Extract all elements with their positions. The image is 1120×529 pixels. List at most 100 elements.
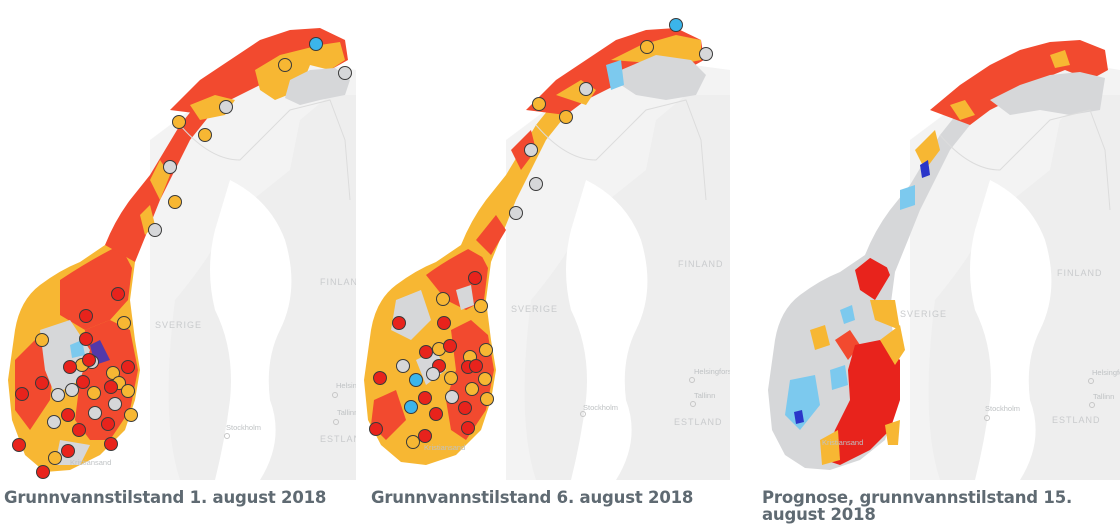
station-marker-very-low[interactable] bbox=[121, 360, 135, 374]
label-stockholm: Stockholm bbox=[226, 423, 261, 432]
station-marker-below[interactable] bbox=[48, 451, 62, 465]
label-estonia: ESTLAND bbox=[320, 434, 356, 444]
station-marker-below[interactable] bbox=[121, 384, 135, 398]
station-marker-below[interactable] bbox=[640, 40, 654, 54]
station-marker-very-low[interactable] bbox=[418, 429, 432, 443]
label-stockholm: Stockholm bbox=[985, 404, 1020, 413]
station-marker-normal[interactable] bbox=[88, 406, 102, 420]
station-marker-normal[interactable] bbox=[163, 160, 177, 174]
label-finland: FINLAND bbox=[320, 277, 356, 287]
groundwater-map-aug-6: SVERIGE FINLAND ESTLAND Stockholm Helsin… bbox=[364, 18, 730, 480]
station-marker-normal[interactable] bbox=[509, 206, 523, 220]
station-marker-very-low[interactable] bbox=[63, 360, 77, 374]
label-kristiansand: Kristiansand bbox=[424, 443, 465, 452]
station-marker-very-low[interactable] bbox=[369, 422, 383, 436]
map-panel-aug-15-forecast: SVERIGE FINLAND ESTLAND Stockholm Helsin… bbox=[760, 0, 1120, 480]
station-marker-very-low[interactable] bbox=[61, 444, 75, 458]
label-sweden: SVERIGE bbox=[511, 304, 558, 314]
station-marker-very-low[interactable] bbox=[36, 465, 50, 479]
station-marker-below[interactable] bbox=[406, 435, 420, 449]
station-marker-very-low[interactable] bbox=[15, 387, 29, 401]
caption-aug-6: Grunnvannstilstand 6. august 2018 bbox=[371, 488, 694, 507]
station-marker-below[interactable] bbox=[168, 195, 182, 209]
station-marker-high[interactable] bbox=[309, 37, 323, 51]
station-marker-below[interactable] bbox=[474, 299, 488, 313]
station-marker-below[interactable] bbox=[532, 97, 546, 111]
station-marker-below[interactable] bbox=[479, 343, 493, 357]
groundwater-forecast-map-aug-15: SVERIGE FINLAND ESTLAND Stockholm Helsin… bbox=[768, 40, 1120, 480]
groundwater-map-aug-1: SVERIGE FINLAND ESTLAND Stockholm Helsin… bbox=[8, 28, 356, 480]
station-marker-below[interactable] bbox=[465, 382, 479, 396]
station-marker-normal[interactable] bbox=[108, 397, 122, 411]
label-estonia: ESTLAND bbox=[1052, 415, 1101, 425]
station-marker-very-low[interactable] bbox=[419, 345, 433, 359]
station-marker-high[interactable] bbox=[669, 18, 683, 32]
station-marker-below[interactable] bbox=[478, 372, 492, 386]
station-marker-normal[interactable] bbox=[426, 367, 440, 381]
station-marker-very-low[interactable] bbox=[79, 332, 93, 346]
station-marker-below[interactable] bbox=[124, 408, 138, 422]
station-marker-below[interactable] bbox=[198, 128, 212, 142]
label-tallinn: Tallinn bbox=[1093, 392, 1114, 401]
station-marker-normal[interactable] bbox=[396, 359, 410, 373]
station-marker-very-low[interactable] bbox=[458, 401, 472, 415]
label-helsinki: Helsingfors bbox=[336, 381, 356, 390]
label-finland: FINLAND bbox=[1057, 268, 1103, 278]
station-marker-normal[interactable] bbox=[148, 223, 162, 237]
station-marker-very-low[interactable] bbox=[469, 359, 483, 373]
label-kristiansand: Kristiansand bbox=[822, 438, 863, 447]
station-marker-normal[interactable] bbox=[65, 383, 79, 397]
station-marker-below[interactable] bbox=[559, 110, 573, 124]
station-marker-very-low[interactable] bbox=[468, 271, 482, 285]
station-marker-very-low[interactable] bbox=[418, 391, 432, 405]
label-helsinki: Helsingfors bbox=[1092, 368, 1120, 377]
station-marker-below[interactable] bbox=[278, 58, 292, 72]
label-estonia: ESTLAND bbox=[674, 417, 723, 427]
station-marker-normal[interactable] bbox=[579, 82, 593, 96]
station-marker-normal[interactable] bbox=[524, 143, 538, 157]
station-marker-very-low[interactable] bbox=[461, 421, 475, 435]
station-marker-normal[interactable] bbox=[699, 47, 713, 61]
station-marker-very-low[interactable] bbox=[104, 380, 118, 394]
label-sweden: SVERIGE bbox=[900, 309, 947, 319]
station-marker-very-low[interactable] bbox=[61, 408, 75, 422]
station-marker-very-low[interactable] bbox=[392, 316, 406, 330]
station-marker-normal[interactable] bbox=[219, 100, 233, 114]
station-marker-high[interactable] bbox=[404, 400, 418, 414]
station-marker-very-low[interactable] bbox=[12, 438, 26, 452]
station-marker-below[interactable] bbox=[35, 333, 49, 347]
label-tallinn: Tallinn bbox=[337, 408, 356, 417]
station-marker-below[interactable] bbox=[480, 392, 494, 406]
station-markers bbox=[12, 37, 352, 479]
station-marker-below[interactable] bbox=[444, 371, 458, 385]
station-marker-very-low[interactable] bbox=[82, 353, 96, 367]
station-marker-very-low[interactable] bbox=[72, 423, 86, 437]
station-marker-very-low[interactable] bbox=[104, 437, 118, 451]
station-marker-below[interactable] bbox=[436, 292, 450, 306]
station-marker-very-low[interactable] bbox=[101, 417, 115, 431]
station-marker-very-low[interactable] bbox=[111, 287, 125, 301]
label-finland: FINLAND bbox=[678, 259, 724, 269]
station-marker-very-low[interactable] bbox=[76, 375, 90, 389]
station-marker-below[interactable] bbox=[172, 115, 186, 129]
station-marker-very-low[interactable] bbox=[429, 407, 443, 421]
station-marker-very-low[interactable] bbox=[443, 339, 457, 353]
station-marker-very-low[interactable] bbox=[373, 371, 387, 385]
station-marker-below[interactable] bbox=[87, 386, 101, 400]
station-marker-normal[interactable] bbox=[445, 390, 459, 404]
station-markers bbox=[369, 18, 713, 449]
station-marker-very-low[interactable] bbox=[79, 309, 93, 323]
label-helsinki: Helsingfors bbox=[694, 367, 730, 376]
station-marker-normal[interactable] bbox=[338, 66, 352, 80]
station-marker-normal[interactable] bbox=[51, 388, 65, 402]
caption-aug-15-forecast: Prognose, grunnvannstilstand 15. august … bbox=[762, 488, 1073, 524]
caption-aug-1: Grunnvannstilstand 1. august 2018 bbox=[4, 488, 327, 507]
station-marker-normal[interactable] bbox=[529, 177, 543, 191]
station-marker-very-low[interactable] bbox=[437, 316, 451, 330]
station-marker-very-low[interactable] bbox=[35, 376, 49, 390]
station-marker-below[interactable] bbox=[117, 316, 131, 330]
label-tallinn: Tallinn bbox=[694, 391, 715, 400]
map-panel-aug-6: SVERIGE FINLAND ESTLAND Stockholm Helsin… bbox=[356, 0, 730, 480]
station-marker-high[interactable] bbox=[409, 373, 423, 387]
station-marker-normal[interactable] bbox=[47, 415, 61, 429]
